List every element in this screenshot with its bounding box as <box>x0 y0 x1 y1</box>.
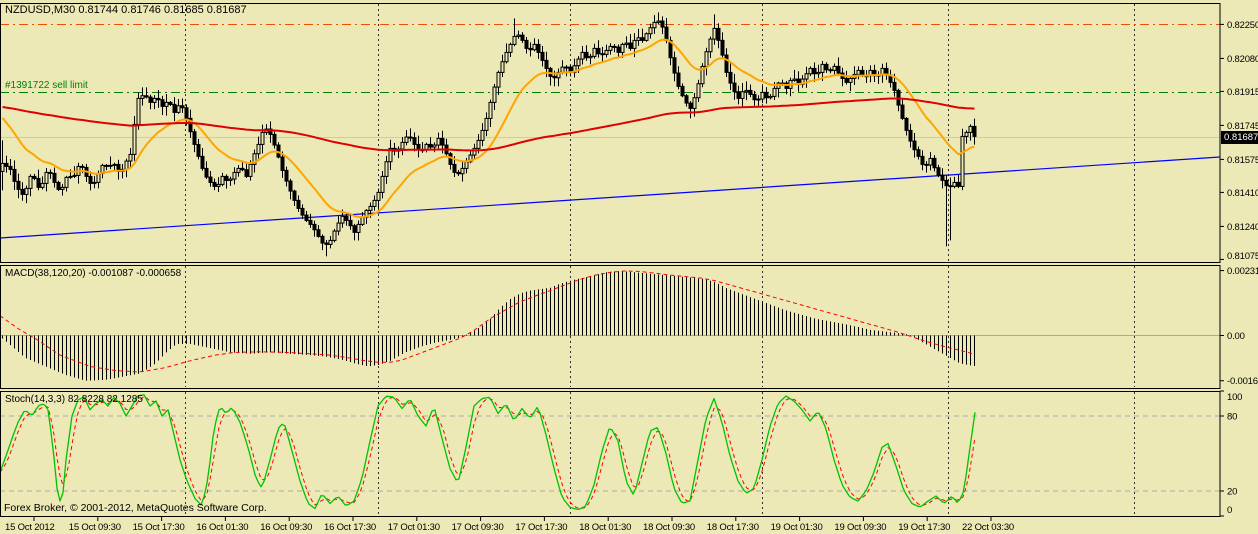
price-axis-label: 0.82080 <box>1227 54 1258 65</box>
price-axis: 0.82250 0.82080 0.81915 0.81745 0.81575 0.814… <box>1220 20 1258 517</box>
price-panel-border <box>0 3 1221 263</box>
price-axis-label: 0.81075 <box>1227 251 1258 262</box>
price-axis-label: 0.82250 <box>1227 20 1258 31</box>
time-axis-label: 16 Oct 01:30 <box>196 522 248 533</box>
price-axis-label: 0.81240 <box>1227 222 1258 233</box>
macd-axis-label: -0.001611 <box>1227 376 1258 387</box>
stoch-signal-line <box>0 395 976 509</box>
support-trendline[interactable] <box>0 156 1221 239</box>
stoch-levels <box>0 415 1220 492</box>
time-axis-label: 22 Oct 03:30 <box>962 522 1014 533</box>
time-axis-label: 15 Oct 2012 <box>5 522 55 533</box>
macd-panel-border <box>0 265 1221 389</box>
stoch-axis-label: 0 <box>1227 505 1232 516</box>
time-axis[interactable]: 15 Oct 2012 15 Oct 09:30 15 Oct 17:30 16 Oc… <box>5 517 1014 533</box>
time-axis-label: 17 Oct 01:30 <box>388 522 440 533</box>
time-axis-label: 17 Oct 09:30 <box>452 522 504 533</box>
price-axis-label: 0.81915 <box>1227 87 1258 98</box>
macd-histogram <box>2 271 975 381</box>
time-axis-label: 17 Oct 17:30 <box>515 522 567 533</box>
grid-macd <box>185 266 1135 387</box>
price-axis-label: 0.81410 <box>1227 188 1258 199</box>
price-axis-label: 0.81575 <box>1227 155 1258 166</box>
sell-limit-order-label[interactable]: #1391722 sell limit <box>5 80 88 91</box>
macd-signal-line <box>0 270 973 373</box>
stoch-main-line <box>0 394 976 510</box>
time-axis-label: 19 Oct 09:30 <box>834 522 886 533</box>
stoch-axis-label: 80 <box>1227 412 1237 423</box>
candles <box>0 12 977 257</box>
time-axis-label: 18 Oct 01:30 <box>579 522 631 533</box>
macd-axis-label: 0.00 <box>1227 331 1245 342</box>
stoch-indicator-label: Stoch(14,3,3) 82.8228 82.1285 <box>5 394 143 405</box>
time-axis-label: 15 Oct 17:30 <box>133 522 185 533</box>
price-axis-label: 0.81745 <box>1227 121 1258 132</box>
chart-title: NZDUSD,M30 0.81744 0.81746 0.81685 0.816… <box>5 4 247 16</box>
time-axis-label: 18 Oct 17:30 <box>707 522 759 533</box>
stoch-axis-label: 100 <box>1227 392 1242 403</box>
macd-axis-label: 0.002311 <box>1227 266 1258 277</box>
copyright-text: Forex Broker, © 2001-2012, MetaQuotes So… <box>4 502 267 514</box>
stoch-axis-label: 20 <box>1227 487 1237 498</box>
ma-slow-line <box>2 97 975 152</box>
time-axis-label: 16 Oct 17:30 <box>324 522 376 533</box>
time-axis-label: 16 Oct 09:30 <box>260 522 312 533</box>
stoch-panel-border <box>0 391 1221 517</box>
time-axis-label: 18 Oct 09:30 <box>643 522 695 533</box>
macd-indicator-label: MACD(38,120,20) -0.001087 -0.000658 <box>5 268 182 279</box>
grid-price <box>185 4 1135 261</box>
time-axis-label: 15 Oct 09:30 <box>69 522 121 533</box>
price-hlines <box>0 24 1220 138</box>
time-axis-label: 19 Oct 01:30 <box>771 522 823 533</box>
current-price-tag: 0.81687 <box>1221 131 1258 144</box>
time-axis-label: 19 Oct 17:30 <box>898 522 950 533</box>
grid-stoch <box>185 392 1135 515</box>
ma-fast-line <box>1 38 975 218</box>
